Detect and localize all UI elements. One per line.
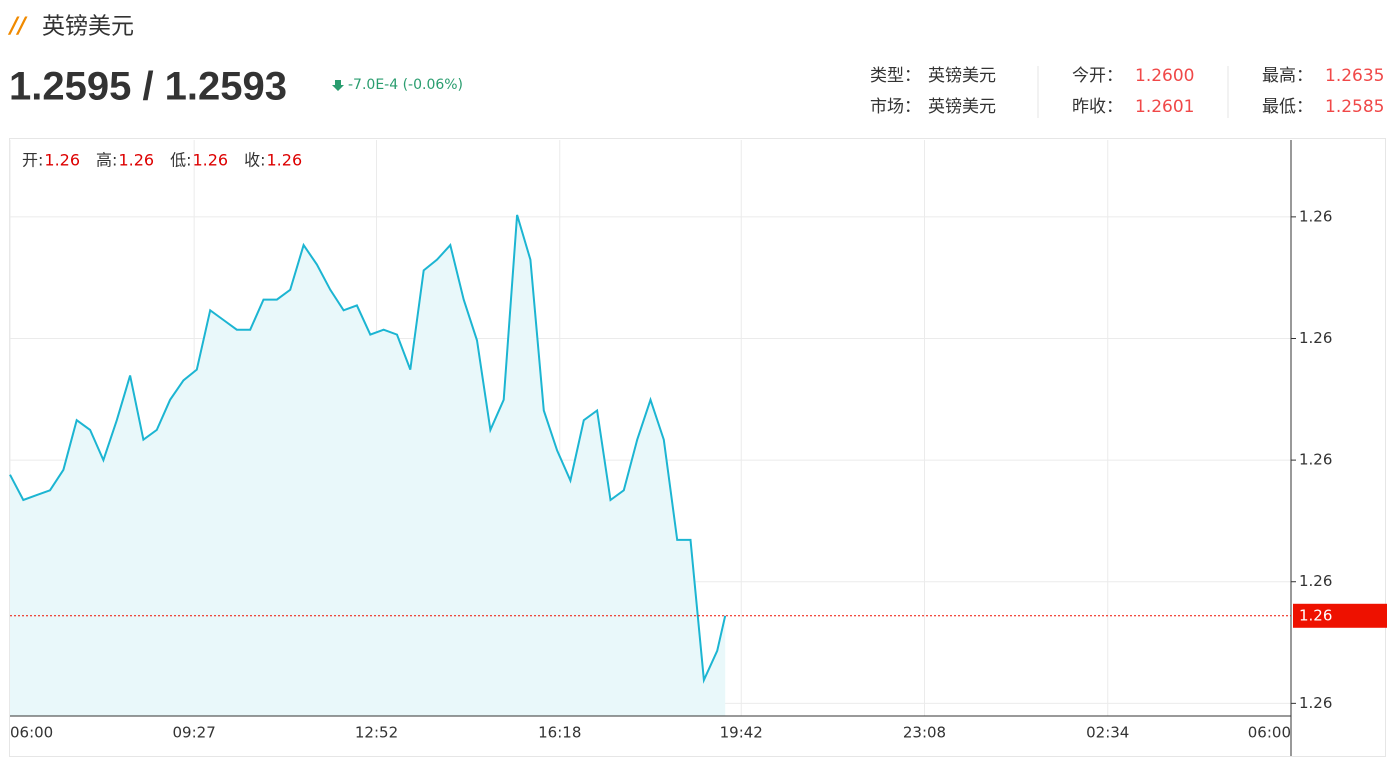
line (9, 214, 727, 684)
info-label: 最低： (1262, 97, 1313, 117)
x-tick-label: 06:00 (10, 724, 53, 742)
x-tick-label: 06:00 (1248, 724, 1291, 742)
info-value: 英镑美元 (928, 66, 996, 86)
change: -7.0E-4 (-0.06%) (348, 77, 463, 93)
info-value: 1.2601 (1135, 97, 1194, 117)
info-label: 最高： (1262, 66, 1313, 86)
info-label: 市场： (870, 97, 921, 117)
ohlc-label: 收: (244, 151, 265, 170)
last-price-tag (1293, 603, 1387, 628)
ohlc-value: 1.26 (192, 151, 228, 170)
info-value: 1.2585 (1325, 97, 1384, 117)
y-tick-label: 1.26 (1299, 572, 1332, 590)
ohlc-label: 高: (96, 151, 117, 170)
info-label: 昨收： (1072, 97, 1123, 117)
ohlc-value: 1.26 (118, 151, 154, 170)
down-arrow (332, 80, 344, 91)
info-value: 1.2635 (1325, 66, 1384, 86)
area (10, 214, 726, 716)
x-tick-label: 19:42 (720, 724, 763, 742)
x-tick-label: 09:27 (173, 724, 216, 742)
price: 1.2595 / 1.2593 (9, 65, 287, 109)
y-tick-label: 1.26 (1299, 694, 1332, 712)
x-tick-label: 23:08 (903, 724, 946, 742)
x-tick-label: 12:52 (355, 724, 398, 742)
logo-icon: // (7, 14, 28, 39)
ohlc-label: 开: (22, 151, 43, 170)
info-label: 今开： (1072, 66, 1123, 86)
info-value: 英镑美元 (928, 97, 996, 117)
info-value: 1.2600 (1135, 66, 1194, 86)
y-tick-label: 1.26 (1299, 207, 1332, 225)
ohlc-value: 1.26 (44, 151, 80, 170)
ohlc-value: 1.26 (267, 151, 303, 170)
y-tick-label: 1.26 (1299, 451, 1332, 469)
ohlc-label: 低: (170, 151, 191, 170)
last-price-label: 1.26 (1299, 606, 1332, 624)
x-tick-label: 02:34 (1086, 724, 1129, 742)
y-tick-label: 1.26 (1299, 329, 1332, 347)
title: 英镑美元 (42, 14, 134, 40)
x-tick-label: 16:18 (538, 724, 581, 742)
info-label: 类型： (870, 66, 921, 86)
